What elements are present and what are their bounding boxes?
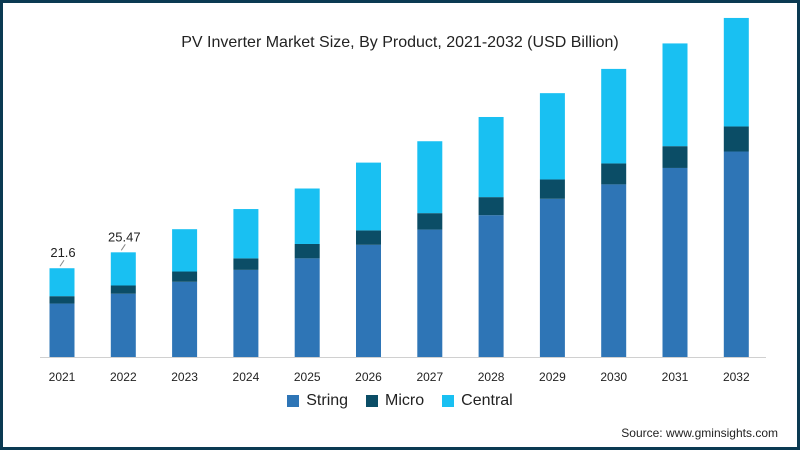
bar-central-2026 (356, 162, 381, 231)
legend-swatch-micro (366, 395, 379, 407)
chart-legend: String Micro Central (0, 392, 800, 410)
x-tick-label-2027: 2027 (416, 370, 443, 384)
bar-central-2024 (233, 209, 259, 259)
bar-micro-2032 (723, 126, 749, 152)
chart-title: PV Inverter Market Size, By Product, 202… (181, 34, 619, 51)
legend-swatch-string (287, 395, 300, 407)
bar-string-2024 (233, 269, 259, 357)
bar-micro-2027 (417, 213, 443, 230)
bar-string-2025 (294, 258, 320, 357)
x-tick-label-2029: 2029 (539, 370, 566, 384)
bar-string-2023 (172, 281, 198, 357)
bar-string-2030 (601, 184, 627, 357)
bar-micro-2024 (233, 258, 259, 270)
x-tick-label-2026: 2026 (355, 370, 382, 384)
bar-central-2021 (49, 268, 75, 297)
data-label-leader-2022 (120, 244, 126, 251)
bar-string-2032 (723, 151, 749, 357)
bar-central-2032 (723, 17, 749, 127)
source-note: Source: www.gminsights.com (621, 426, 778, 440)
x-tick-label-2031: 2031 (662, 370, 689, 384)
bar-central-2029 (539, 93, 565, 180)
legend-label-central: Central (461, 392, 513, 409)
x-tick-label-2028: 2028 (478, 370, 505, 384)
legend-label-string: String (306, 392, 349, 409)
bar-micro-2028 (478, 197, 504, 216)
legend-label-micro: Micro (385, 392, 425, 409)
data-label-2021: 21.6 (50, 245, 75, 260)
legend-swatch-central (442, 395, 455, 407)
bar-micro-2021 (49, 296, 75, 304)
x-tick-label-2025: 2025 (294, 370, 321, 384)
x-tick-label-2023: 2023 (171, 370, 198, 384)
bar-central-2027 (417, 141, 443, 214)
bar-micro-2026 (356, 230, 381, 245)
bar-string-2021 (49, 303, 75, 357)
legend-item-central: Central (442, 392, 513, 410)
bar-central-2025 (294, 188, 320, 244)
bar-micro-2029 (539, 179, 565, 199)
data-label-leader-2021 (59, 259, 65, 267)
bar-central-2023 (172, 229, 198, 272)
bar-central-2030 (601, 68, 627, 164)
bar-central-2031 (662, 43, 688, 147)
bar-string-2026 (356, 244, 381, 357)
bar-micro-2030 (601, 163, 627, 185)
bar-string-2031 (662, 167, 688, 357)
bar-micro-2022 (110, 285, 136, 294)
bar-central-2022 (110, 252, 136, 286)
legend-item-micro: Micro (366, 392, 424, 410)
bar-string-2027 (417, 229, 443, 357)
x-tick-label-2032: 2032 (723, 370, 750, 384)
x-tick-label-2021: 2021 (49, 370, 76, 384)
x-tick-label-2030: 2030 (600, 370, 627, 384)
data-label-2022: 25.47 (108, 229, 141, 244)
bar-string-2029 (539, 198, 565, 357)
bar-micro-2023 (172, 271, 198, 282)
bar-string-2028 (478, 215, 504, 357)
bar-string-2022 (110, 293, 136, 357)
x-tick-label-2024: 2024 (233, 370, 260, 384)
bar-central-2028 (478, 116, 504, 198)
bar-micro-2031 (662, 146, 688, 168)
bar-micro-2025 (294, 243, 320, 259)
legend-item-string: String (287, 392, 348, 410)
x-tick-label-2022: 2022 (110, 370, 137, 384)
